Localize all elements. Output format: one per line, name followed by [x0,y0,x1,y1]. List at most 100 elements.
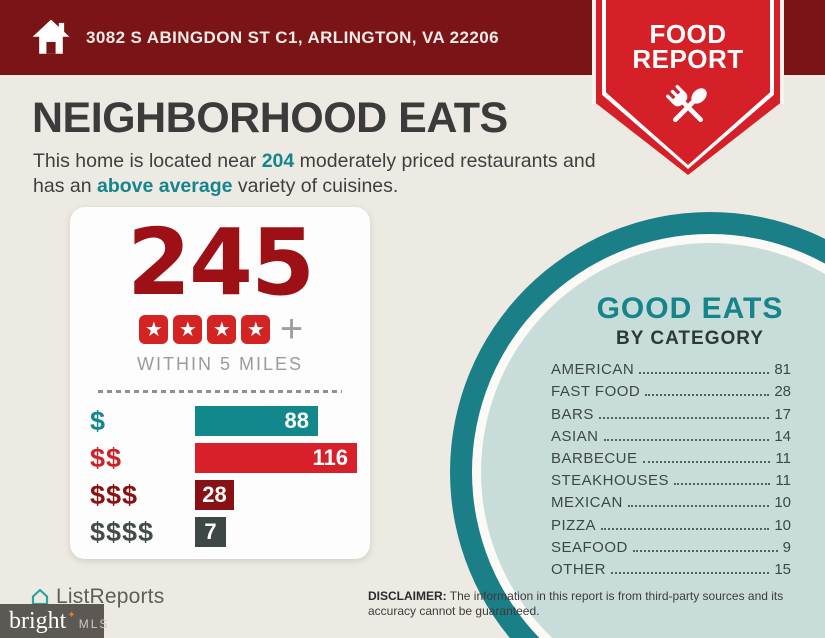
category-count: 9 [782,538,791,556]
price-bar: 28 [195,480,234,511]
star-rating: ★ ★ ★ ★ + [70,307,370,352]
badge-right-divider [780,0,784,104]
price-tier-bar-chart: $88 $$ 116 $$$ 28 $$$$ 7 [70,405,370,548]
star-icon: ★ [173,314,203,344]
dotted-leader [642,460,771,463]
category-name: PIZZA [551,516,597,534]
category-row: FAST FOOD 28 [551,378,791,400]
category-count: 14 [774,427,791,445]
listreports-logo: ListReports [30,585,164,609]
price-bar-row: $$ 116 [90,442,370,474]
dotted-leader [601,527,770,530]
price-bar: 7 [195,517,226,548]
price-bar-row: $88 [90,405,370,437]
home-icon [32,19,70,54]
dotted-leader [645,394,770,397]
total-restaurants: 245 [126,209,315,316]
category-count: 11 [775,472,791,490]
category-row: OTHER 15 [551,556,791,578]
dotted-leader [674,483,771,486]
dashed-divider [98,390,342,394]
category-row: MEXICAN 10 [551,489,791,511]
property-address: 3082 S ABINGDON ST C1, ARLINGTON, VA 222… [86,27,499,47]
category-row: STEAKHOUSES 11 [551,467,791,489]
star-icon: ★ [241,314,271,344]
price-tier-label: $$$$ [90,516,155,547]
category-row: BARS 17 [551,400,791,423]
category-name: MEXICAN [551,494,623,512]
star-tiles: ★ ★ ★ ★ [137,314,273,344]
price-bar-row: $$$$ 7 [90,516,370,548]
category-name: SEAFOOD [551,538,628,556]
dotted-leader [639,372,770,375]
page-title: NEIGHBORHOOD EATS [32,94,508,142]
variety-highlight: above average [96,175,233,197]
intro-line1-post: moderately priced restaurants and [294,150,596,172]
dotted-leader [632,549,778,552]
category-list: AMERICAN 81 FAST FOOD 28 BARS 17 ASIAN 14 BARBEC… [551,356,791,578]
plus-sign: + [279,307,304,352]
good-eats-header: GOOD EATS BY CATEGORY [545,292,825,350]
intro-line1-pre: This home is located near [33,150,262,172]
star-icon: ★ [207,314,237,344]
category-count: 15 [774,560,791,578]
fork-and-spoon-icon [666,85,707,123]
price-tier-label: $$ [90,442,123,473]
price-bar: 116 [195,443,357,474]
badge-left-divider [592,0,596,104]
category-name: OTHER [551,560,606,578]
disclaimer-text: The information in this report is from t… [368,589,784,618]
category-name: STEAKHOUSES [551,472,670,490]
star-icon: ★ [139,314,169,344]
bright-brand-text: bright [9,608,67,634]
disclaimer-label: DISCLAIMER: [368,589,447,603]
price-bar-value: 88 [284,408,309,434]
price-bar-value: 116 [312,445,349,471]
category-row: ASIAN 14 [551,423,791,445]
category-row: BARBECUE 11 [551,445,791,467]
intro-line2-pre: has an [33,175,97,197]
intro-line2-post: variety of cuisines. [232,175,399,197]
bright-star-icon: ✦ [67,609,76,621]
badge-title-line1: FOOD [649,19,727,49]
listreports-house-icon [31,588,49,606]
category-count: 17 [774,405,791,423]
category-count: 81 [774,361,791,379]
category-row: AMERICAN 81 [551,356,791,378]
badge-title-line2: REPORT [632,44,744,74]
summary-card: 245 ★ ★ ★ ★ + WITHIN 5 MILES $88 $$ 116 $$$ 28 $… [70,207,370,559]
within-miles-caption: WITHIN 5 MILES [136,354,303,375]
intro-text: This home is located near 204 moderately… [33,149,596,199]
price-bar-value: 28 [202,482,227,508]
food-report-badge: FOOD REPORT [596,0,780,175]
dotted-leader [603,438,770,441]
category-name: BARS [551,405,594,423]
category-row: PIZZA 10 [551,511,791,534]
dotted-leader [598,416,770,419]
intro-line2: has an above average variety of cuisines… [33,174,596,199]
category-count: 28 [774,383,791,401]
category-name: AMERICAN [551,361,635,379]
intro-line1: This home is located near 204 moderately… [33,149,596,174]
good-eats-title: GOOD EATS [596,292,784,325]
category-row: SEAFOOD 9 [551,534,791,556]
category-count: 11 [775,449,791,467]
category-name: BARBECUE [551,449,638,467]
dotted-leader [611,571,770,574]
category-name: FAST FOOD [551,383,641,401]
listreports-logo-text: ListReports [56,585,165,608]
price-bar: 88 [195,406,318,437]
price-bar-row: $$$ 28 [90,479,370,511]
price-tier-label: $ [90,405,107,436]
disclaimer: DISCLAIMER: The information in this repo… [368,589,798,619]
category-count: 10 [774,516,791,534]
bright-mls-text: MLS [78,617,110,631]
category-count: 10 [774,494,791,512]
category-name: ASIAN [551,427,599,445]
bright-mls-watermark: bright ✦ MLS [0,604,107,638]
price-bar-value: 7 [204,519,217,545]
restaurant-count: 204 [261,150,295,172]
price-tier-label: $$$ [90,479,139,510]
good-eats-subtitle: BY CATEGORY [616,328,764,349]
